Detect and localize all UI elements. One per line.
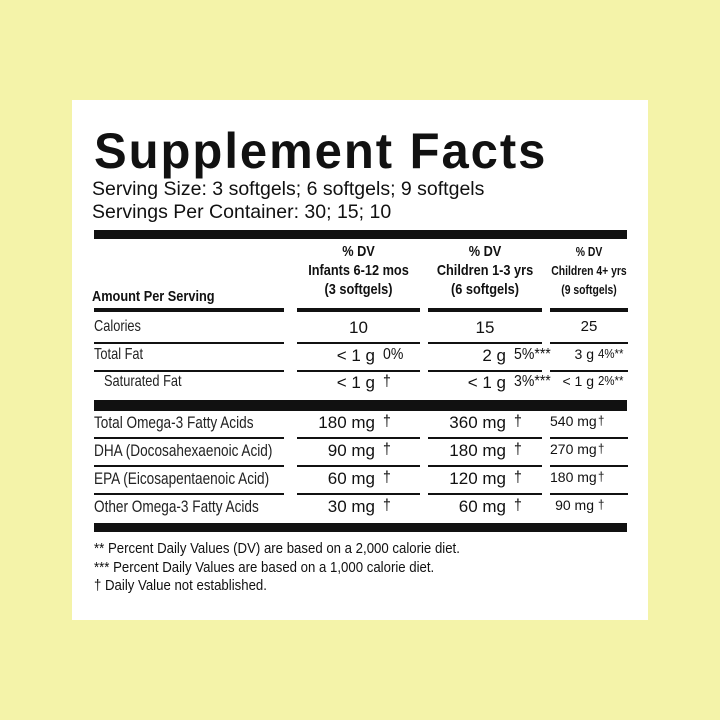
row-divider <box>550 342 628 344</box>
cell-amount: 90 mg <box>555 497 594 513</box>
footnote-dv-not-established: † Daily Value not established. <box>94 577 267 594</box>
cell-amount: < 1 g <box>336 373 375 392</box>
cell-daily-value: 0% <box>383 346 404 363</box>
row-divider <box>550 465 628 467</box>
row-label: Other Omega-3 Fatty Acids <box>94 497 259 516</box>
row-divider <box>94 342 284 344</box>
row-divider <box>550 437 628 439</box>
serving-size: Serving Size: 3 softgels; 6 softgels; 9 … <box>92 178 485 200</box>
column-header-2: % DV Children 1-3 yrs (6 softgels) <box>428 242 542 299</box>
cell-amount: 10 <box>349 318 368 337</box>
row-divider <box>297 437 420 439</box>
cell-amount: 90 mg <box>327 441 375 460</box>
column-header-dv: % DV <box>468 243 502 260</box>
row-divider <box>428 437 542 439</box>
cell-amount: 180 mg <box>318 413 375 432</box>
cell-amount: 2 g <box>482 346 506 365</box>
cell-daily-value: 5%*** <box>514 346 551 363</box>
cell-amount: 3 g <box>574 346 594 362</box>
cell-amount: < 1 g <box>467 373 506 392</box>
row-divider <box>428 342 542 344</box>
column-header-serving: (3 softgels) <box>324 281 393 298</box>
cell-daily-value: † <box>598 441 605 456</box>
cell-daily-value: 2%** <box>598 373 624 388</box>
cell-daily-value: † <box>383 469 391 486</box>
column-header-dv: % DV <box>342 243 375 260</box>
column-header-group: Infants 6-12 mos <box>308 262 409 279</box>
row-divider <box>428 493 542 495</box>
cell-amount: 180 mg <box>449 441 506 460</box>
column-header-group: Children 1-3 yrs <box>436 262 534 279</box>
cell-amount: 15 <box>475 318 495 337</box>
cell-daily-value: † <box>383 373 391 390</box>
row-label: Calories <box>94 318 141 335</box>
title: Supplement Facts <box>94 123 548 179</box>
row-divider <box>428 370 542 372</box>
cell-daily-value: † <box>514 441 522 458</box>
cell-amount: < 1 g <box>562 373 594 389</box>
column-header-serving: (6 softgels) <box>450 281 519 298</box>
cell-amount: < 1 g <box>336 346 375 365</box>
supplement-facts-panel: Supplement Facts Serving Size: 3 softgel… <box>72 100 648 620</box>
row-divider <box>94 370 284 372</box>
cell-amount: 30 mg <box>327 497 375 516</box>
column-header-1: % DV Infants 6-12 mos (3 softgels) <box>298 242 420 299</box>
column-header-3: % DV Children 4+ yrs (9 softgels) <box>550 242 628 299</box>
row-label: DHA (Docosahexaenoic Acid) <box>94 441 273 460</box>
cell-daily-value: † <box>383 441 391 458</box>
row-divider <box>297 342 420 344</box>
cell-daily-value: 3%*** <box>514 373 551 390</box>
cell-daily-value: † <box>598 469 605 484</box>
row-divider <box>428 465 542 467</box>
amount-per-serving-label: Amount Per Serving <box>92 288 215 305</box>
row-divider <box>94 493 284 495</box>
cell-amount: 270 mg <box>550 441 597 457</box>
divider <box>297 308 420 312</box>
row-label: Total Omega-3 Fatty Acids <box>94 413 254 432</box>
cell-daily-value: † <box>383 413 391 430</box>
cell-daily-value: † <box>514 413 522 430</box>
servings-per-container: Servings Per Container: 30; 15; 10 <box>92 201 392 223</box>
row-divider <box>550 493 628 495</box>
divider-thick <box>94 523 627 532</box>
cell-amount: 540 mg <box>550 413 597 429</box>
column-header-serving: (9 softgels) <box>561 282 617 297</box>
row-divider <box>550 370 628 372</box>
divider <box>550 308 628 312</box>
row-divider <box>94 465 284 467</box>
divider-thick <box>94 230 627 239</box>
row-divider <box>297 465 420 467</box>
footnote-2000-calorie: ** Percent Daily Values (DV) are based o… <box>94 540 460 557</box>
cell-daily-value: † <box>514 497 522 514</box>
row-divider <box>94 437 284 439</box>
cell-amount: 180 mg <box>550 469 597 485</box>
footnote-1000-calorie: *** Percent Daily Values are based on a … <box>94 559 435 576</box>
cell-amount: 360 mg <box>449 413 506 432</box>
divider-thick <box>94 400 627 411</box>
cell-amount: 120 mg <box>449 469 506 488</box>
cell-daily-value: † <box>383 497 391 514</box>
row-label: Total Fat <box>94 346 144 363</box>
row-label: Saturated Fat <box>104 373 182 390</box>
cell-amount: 25 <box>580 318 598 335</box>
cell-daily-value: † <box>598 497 605 512</box>
cell-amount: 60 mg <box>327 469 375 488</box>
cell-daily-value: † <box>598 413 605 428</box>
column-header-dv: % DV <box>575 244 603 259</box>
divider <box>428 308 542 312</box>
cell-daily-value: † <box>514 469 522 486</box>
cell-daily-value: 4%** <box>598 346 624 361</box>
divider <box>94 308 284 312</box>
row-divider <box>297 493 420 495</box>
cell-amount: 60 mg <box>458 497 506 516</box>
column-header-group: Children 4+ yrs <box>551 263 627 278</box>
row-divider <box>297 370 420 372</box>
row-label: EPA (Eicosapentaenoic Acid) <box>94 469 270 488</box>
